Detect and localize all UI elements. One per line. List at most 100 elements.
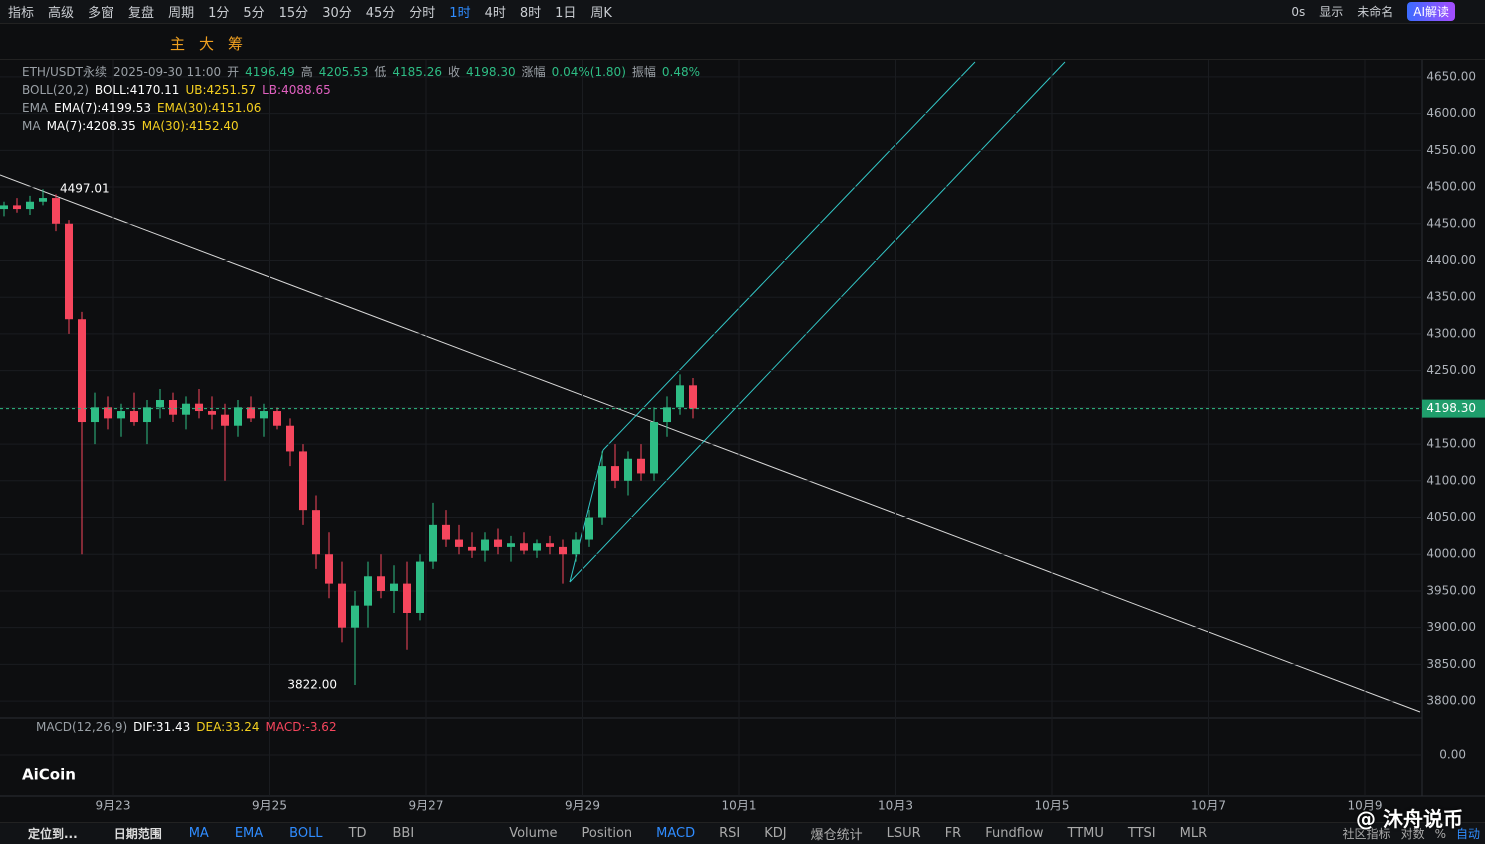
candle-body bbox=[351, 605, 359, 628]
y-tick-label: 4350.00 bbox=[1426, 290, 1476, 304]
info-text: 4198.30 bbox=[466, 65, 516, 79]
candle-body bbox=[520, 543, 528, 551]
info-text: BOLL:4170.11 bbox=[94, 83, 180, 97]
overlay-tab[interactable]: BBI bbox=[392, 826, 415, 841]
panel-tab[interactable]: Position bbox=[581, 826, 633, 841]
candle-body bbox=[156, 400, 164, 408]
toolbar-item[interactable]: 1日 bbox=[555, 6, 577, 21]
candle-body bbox=[598, 466, 606, 518]
panel-tab[interactable]: TTSI bbox=[1127, 826, 1156, 841]
macd-info: MACD(12,26,9) DIF:31.43 DEA:33.24 MACD:-3.6… bbox=[36, 720, 343, 734]
toolbar-item[interactable]: 5分 bbox=[243, 6, 265, 21]
candle-body bbox=[260, 411, 268, 419]
info-text: MA bbox=[22, 119, 41, 133]
x-tick-label: 9月25 bbox=[252, 799, 287, 813]
toolbar-item[interactable]: 4时 bbox=[484, 6, 506, 21]
toolbar-item[interactable]: 周期 bbox=[168, 6, 195, 21]
panel-tab[interactable]: TTMU bbox=[1067, 826, 1104, 841]
candle-body bbox=[208, 411, 216, 415]
toolbar-item[interactable]: 复盘 bbox=[128, 6, 155, 21]
info-text: MA(7):4208.35 bbox=[46, 119, 136, 133]
toolbar-item[interactable]: 多窗 bbox=[88, 6, 115, 21]
info-line: EMA EMA(7):4199.53 EMA(30):4151.06 bbox=[22, 99, 706, 117]
x-tick-label: 10月3 bbox=[878, 799, 913, 813]
panel-tab[interactable]: MACD bbox=[656, 826, 696, 841]
candle-body bbox=[364, 576, 372, 606]
y-tick-label: 3800.00 bbox=[1426, 694, 1476, 708]
toolbar-item[interactable]: 15分 bbox=[278, 6, 309, 21]
toolbar-item[interactable]: 高级 bbox=[48, 6, 75, 21]
info-text: MACD:-3.62 bbox=[265, 720, 337, 734]
overlay-tab[interactable]: MA bbox=[188, 826, 209, 841]
candle-body bbox=[247, 407, 255, 419]
bottom-button[interactable]: 定位到... bbox=[28, 827, 78, 841]
info-text: 低 bbox=[374, 65, 387, 79]
trend-line[interactable] bbox=[0, 174, 1421, 713]
candle-body bbox=[169, 400, 177, 415]
panel-tab[interactable]: RSI bbox=[719, 826, 741, 841]
overlay-tab[interactable]: EMA bbox=[234, 826, 264, 841]
channel-line[interactable] bbox=[602, 61, 976, 451]
toolbar-item[interactable]: 指标 bbox=[8, 6, 35, 21]
bottom-button[interactable]: 自动 bbox=[1455, 827, 1480, 841]
panel-tab[interactable]: Volume bbox=[509, 826, 558, 841]
candle-body bbox=[611, 466, 619, 481]
panel-tab[interactable]: KDJ bbox=[764, 826, 787, 841]
tool-button[interactable]: 大 bbox=[199, 35, 215, 53]
x-tick-label: 10月1 bbox=[722, 799, 757, 813]
candle-body bbox=[663, 407, 671, 423]
panel-tab[interactable]: FR bbox=[944, 826, 962, 841]
y-tick-label: 4000.00 bbox=[1426, 547, 1476, 561]
candle-body bbox=[637, 458, 645, 474]
macd-tick-label: 0.00 bbox=[1439, 748, 1466, 762]
candle-body bbox=[195, 403, 203, 412]
y-tick-label: 3900.00 bbox=[1426, 620, 1476, 634]
info-text: 高 bbox=[300, 65, 313, 79]
chart: 4650.00 4600.00 4550.00 4500.00 4450.00 4400.… bbox=[0, 60, 1485, 813]
y-tick-label: 4250.00 bbox=[1426, 363, 1476, 377]
bottom-button[interactable]: 对数 bbox=[1400, 827, 1425, 841]
toolbar-item[interactable]: 1时 bbox=[449, 6, 471, 21]
toolbar-item[interactable]: 30分 bbox=[322, 6, 352, 21]
bottom-button[interactable]: 日期范围 bbox=[113, 827, 162, 841]
panel-tab[interactable]: Fundflow bbox=[985, 826, 1044, 841]
overlay-tab[interactable]: TD bbox=[348, 826, 367, 841]
panel-tab[interactable]: MLR bbox=[1179, 826, 1208, 841]
candle-body bbox=[182, 403, 190, 415]
y-tick-label: 3950.00 bbox=[1426, 583, 1476, 597]
watermark: @ 沐舟说币 bbox=[1356, 807, 1463, 831]
tool-button[interactable]: 主 bbox=[170, 35, 186, 53]
candle-body bbox=[546, 543, 554, 547]
toolbar-item[interactable]: 0s bbox=[1291, 4, 1306, 19]
toolbar-item[interactable]: 45分 bbox=[365, 6, 396, 21]
candle-body bbox=[442, 524, 450, 540]
toolbar-item[interactable]: 分时 bbox=[409, 6, 436, 21]
info-text: LB:4088.65 bbox=[262, 83, 331, 97]
candle-body bbox=[286, 425, 294, 452]
panel-tab[interactable]: LSUR bbox=[886, 826, 921, 841]
toolbar-item[interactable]: 8时 bbox=[519, 6, 542, 21]
panel-tab[interactable]: 爆仓统计 bbox=[810, 828, 863, 843]
info-text: 开 bbox=[227, 65, 240, 79]
channel-line[interactable] bbox=[569, 61, 1066, 583]
toolbar-item[interactable]: 1分 bbox=[208, 6, 230, 21]
bottom-button[interactable]: % bbox=[1434, 826, 1446, 841]
toolbar-item[interactable]: 未命名 bbox=[1357, 5, 1394, 19]
candle-body bbox=[455, 539, 463, 547]
bottom-button[interactable]: 社区指标 bbox=[1342, 827, 1391, 841]
candle-body bbox=[676, 385, 684, 408]
toolbar-item[interactable]: AI解读 bbox=[1407, 2, 1455, 21]
overlay-tab[interactable]: BOLL bbox=[289, 826, 323, 841]
info-text: MA(30):4152.40 bbox=[141, 119, 239, 133]
info-text: 振幅 bbox=[631, 65, 656, 79]
info-text: 4196.49 bbox=[245, 65, 295, 79]
info-text: DEA:33.24 bbox=[196, 720, 260, 734]
y-tick-label: 4500.00 bbox=[1426, 180, 1476, 194]
info-text: 收 bbox=[448, 65, 461, 79]
tool-button[interactable]: 筹 bbox=[228, 35, 244, 53]
candle-body bbox=[390, 583, 398, 591]
toolbar-item[interactable]: 显示 bbox=[1319, 5, 1344, 19]
candle-body bbox=[585, 517, 593, 540]
x-tick-label: 9月29 bbox=[565, 799, 600, 813]
toolbar-item[interactable]: 周K bbox=[590, 6, 612, 21]
